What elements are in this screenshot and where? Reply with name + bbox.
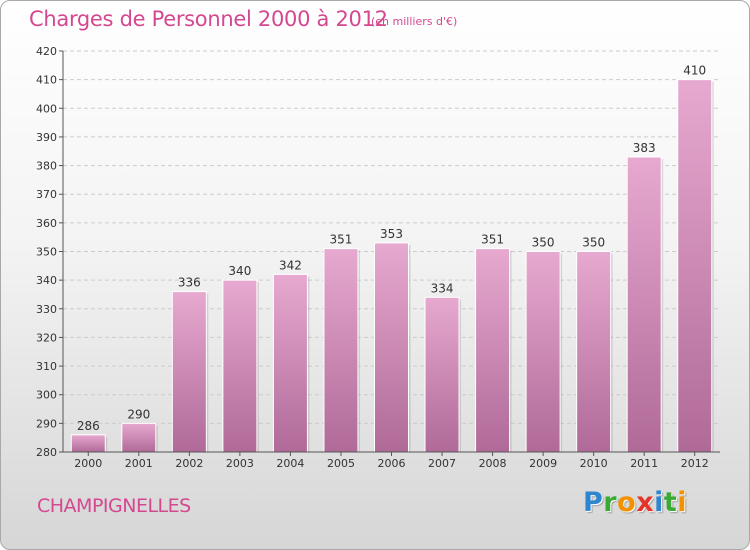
data-label: 350 <box>582 236 605 250</box>
bar <box>121 422 157 453</box>
chart-title: Charges de Personnel 2000 à 2012 <box>29 7 388 31</box>
x-tick-label: 2010 <box>580 457 608 470</box>
y-tick-label: 280 <box>36 446 57 459</box>
y-tick-label: 360 <box>36 217 57 230</box>
x-tick-label: 2006 <box>378 457 406 470</box>
bar <box>222 279 258 453</box>
x-tick-label: 2005 <box>327 457 355 470</box>
bar <box>374 242 409 453</box>
y-tick-label: 330 <box>36 303 57 316</box>
axes: 280 290 300 310 320 330 340 350 360 370 380 390 400 4… <box>36 45 720 470</box>
data-label: 351 <box>481 233 504 247</box>
x-tick-label: 2011 <box>630 457 658 470</box>
proxiti-logo: Proxiti <box>583 487 687 518</box>
y-tick-label: 350 <box>36 246 57 259</box>
x-tick-label: 2007 <box>428 457 456 470</box>
data-label: 336 <box>178 276 201 290</box>
bar <box>626 156 662 453</box>
y-tick-label: 290 <box>36 417 57 430</box>
y-tick-label: 300 <box>36 389 57 402</box>
x-tick-label: 2002 <box>175 457 203 470</box>
data-label: 353 <box>380 227 403 241</box>
logo-letter: t <box>663 487 678 518</box>
bar <box>424 296 460 453</box>
data-label: 383 <box>633 141 656 155</box>
x-tick-label: 2012 <box>681 457 709 470</box>
y-tick-label: 340 <box>36 274 57 287</box>
logo-letter: i <box>677 487 688 518</box>
logo-letter: o <box>617 487 637 518</box>
data-label: 334 <box>431 281 454 295</box>
data-label: 342 <box>279 258 302 272</box>
logo-letter: r <box>603 487 618 518</box>
bar <box>677 79 713 453</box>
bar <box>576 251 612 453</box>
x-tick-label: 2001 <box>125 457 153 470</box>
data-label: 340 <box>228 264 251 278</box>
x-tick-label: 2008 <box>479 457 507 470</box>
bar <box>171 291 207 453</box>
x-tick-label: 2009 <box>529 457 557 470</box>
data-label: 410 <box>683 64 706 78</box>
y-tick-label: 320 <box>36 331 57 344</box>
logo-letter: i <box>654 487 664 518</box>
data-label: 286 <box>77 419 100 433</box>
bars <box>70 79 714 453</box>
bar <box>272 273 308 453</box>
x-tick-label: 2004 <box>276 457 304 470</box>
data-label: 351 <box>330 233 353 247</box>
y-tick-label: 380 <box>36 160 57 173</box>
data-labels: 286 290 336 340 342 351 353 334 351 350 350 383 410 <box>77 64 706 433</box>
logo-letter: P <box>583 487 604 518</box>
y-tick-label: 400 <box>36 102 57 115</box>
chart-subtitle: (en milliers d'€) <box>371 15 458 28</box>
town-name: CHAMPIGNELLES <box>37 495 191 517</box>
x-tick-label: 2003 <box>226 457 254 470</box>
bar <box>475 248 511 453</box>
y-tick-label: 370 <box>36 188 57 201</box>
logo-letter: x <box>636 487 655 518</box>
data-label: 290 <box>127 407 150 421</box>
y-tick-label: 410 <box>36 74 57 87</box>
bar <box>70 434 106 453</box>
data-label: 350 <box>532 236 555 250</box>
x-tick-label: 2000 <box>74 457 102 470</box>
bar <box>525 251 561 453</box>
y-tick-label: 390 <box>36 131 57 144</box>
bar <box>323 248 359 453</box>
y-tick-label: 420 <box>36 45 57 58</box>
y-tick-label: 310 <box>36 360 57 373</box>
